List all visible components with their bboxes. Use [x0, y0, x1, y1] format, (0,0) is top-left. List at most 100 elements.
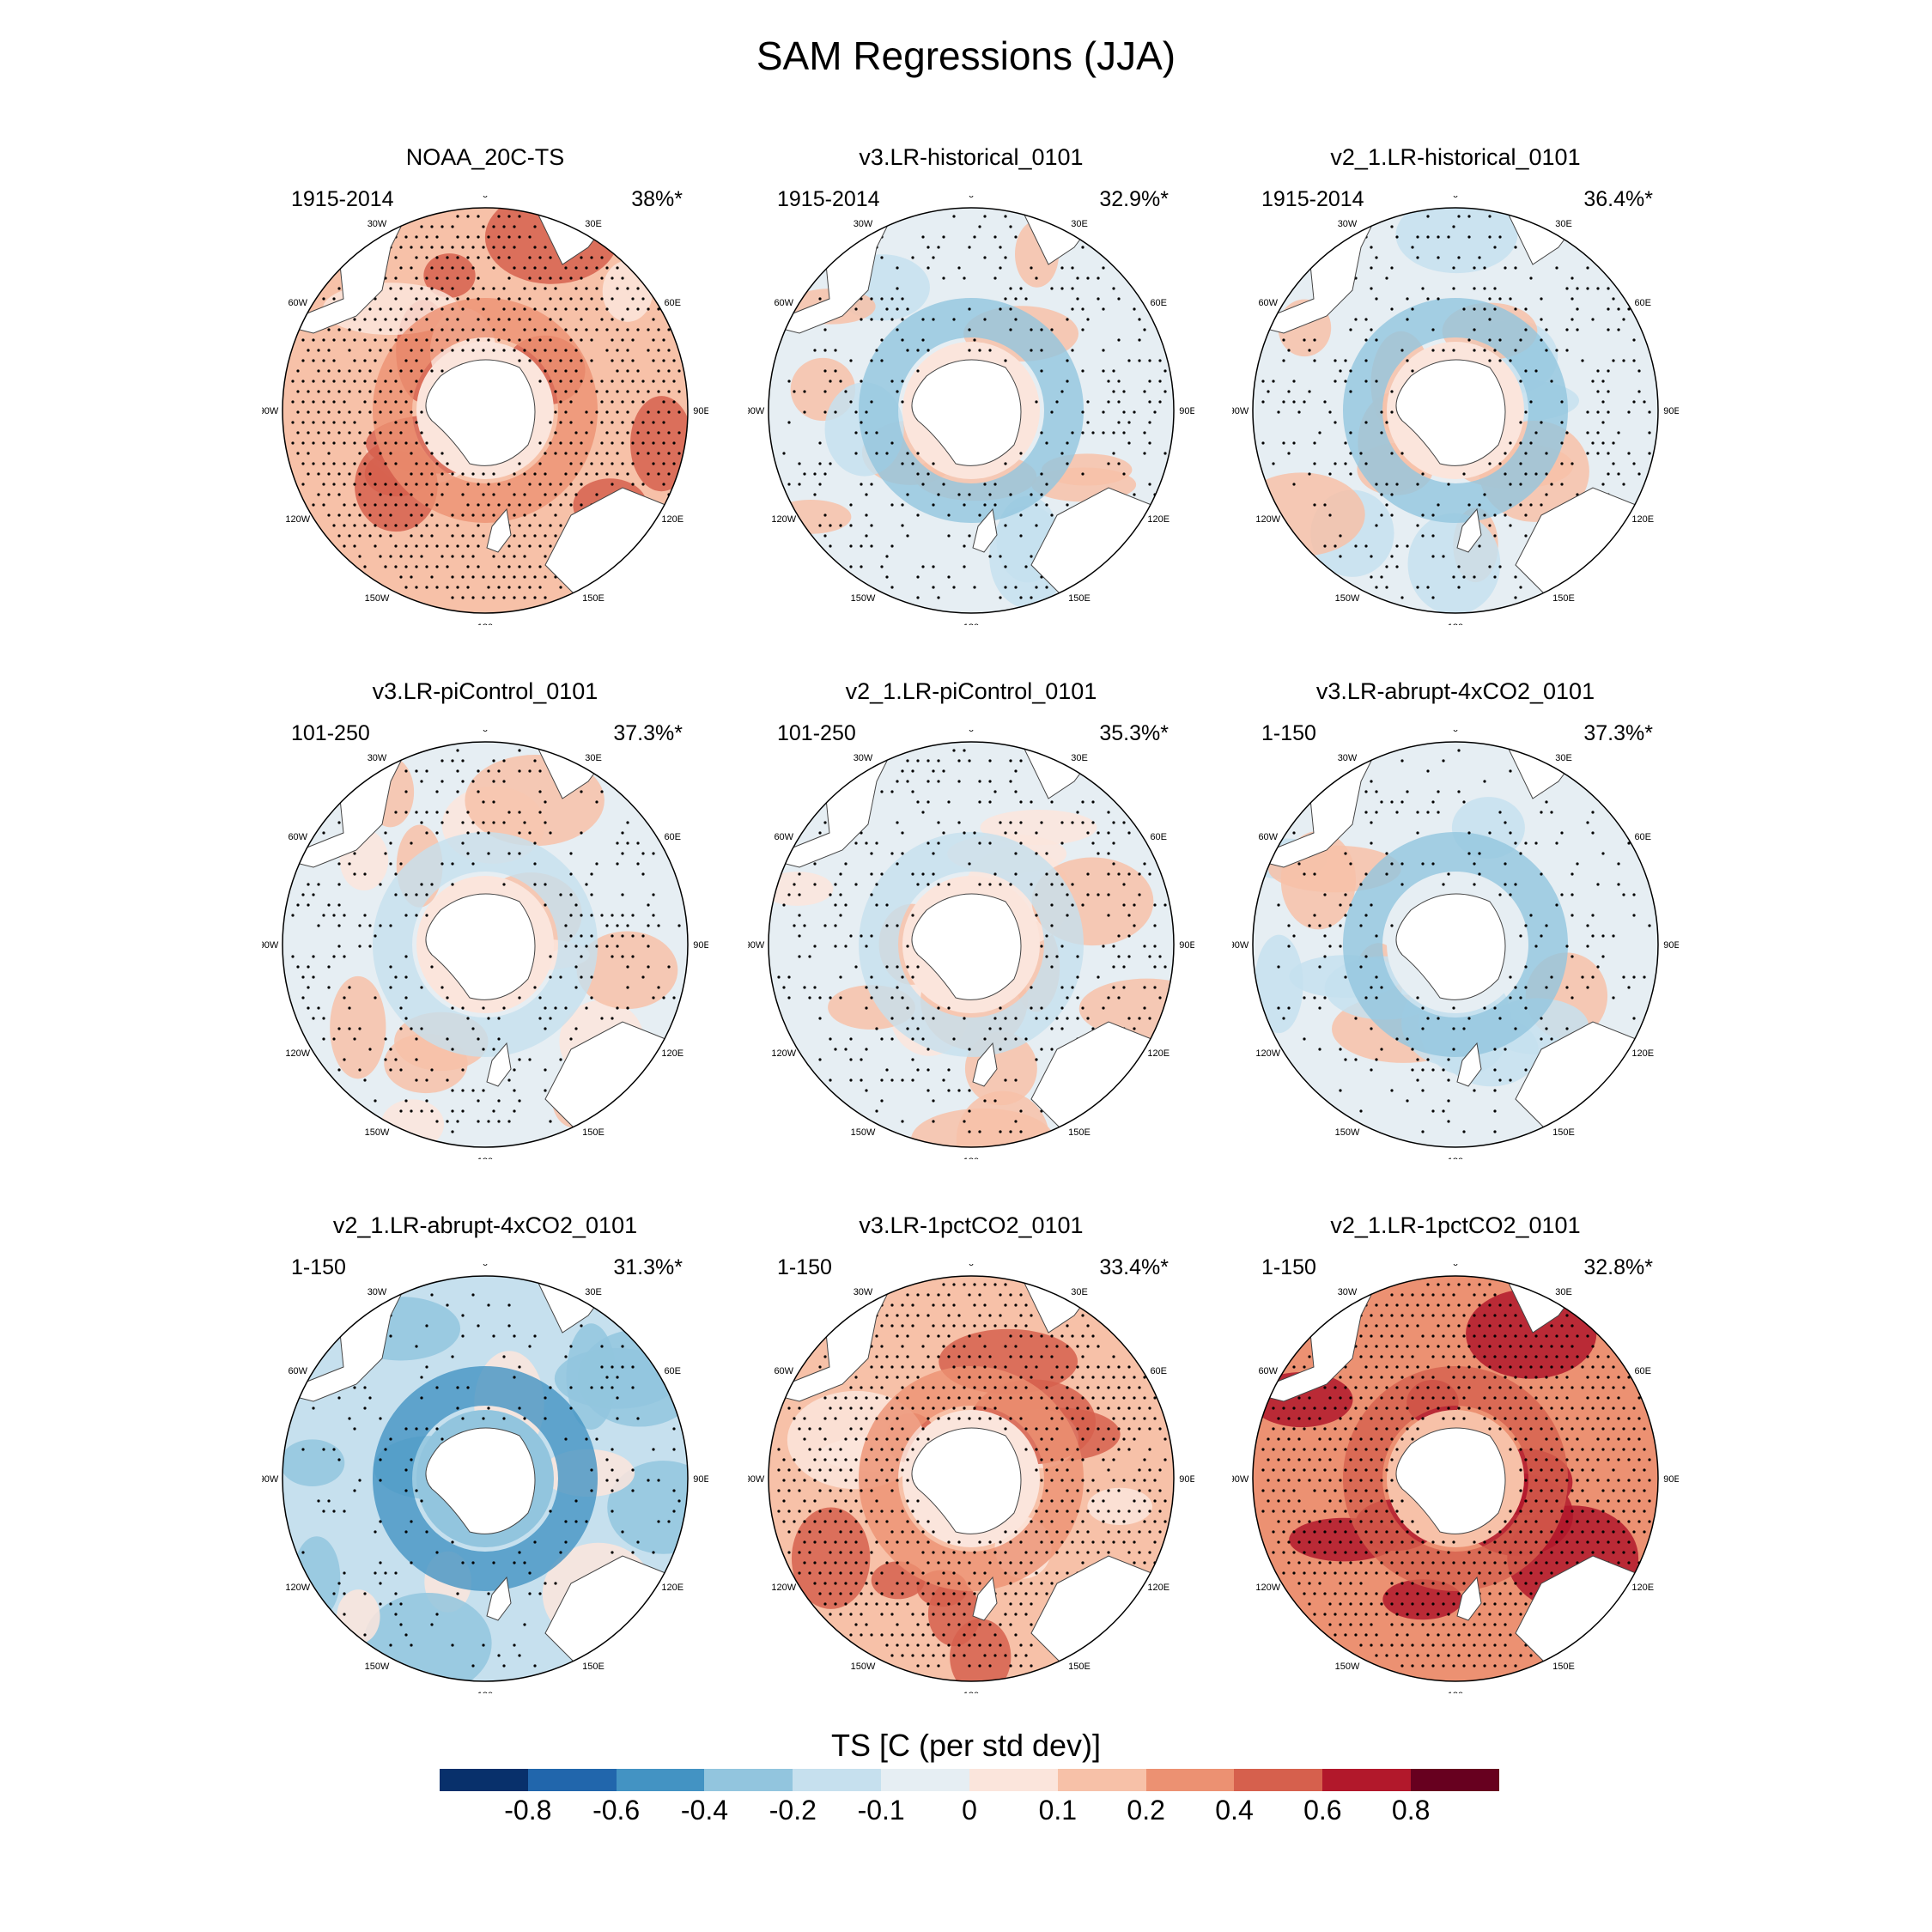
- longitude-label: 30E: [585, 753, 602, 763]
- colorbar-tick-label: 0.6: [1303, 1795, 1342, 1826]
- longitude-label: 180: [1448, 1157, 1463, 1159]
- map-boundary: [1252, 207, 1659, 614]
- map-panel: v3.LR-abrupt-4xCO2_0101 1-150 37.3%* 0 30E 60…: [1232, 678, 1679, 1159]
- longitude-label: 150E: [582, 593, 605, 604]
- colorbar: [440, 1769, 1499, 1791]
- longitude-label: 60W: [1258, 832, 1278, 842]
- longitude-label: 60W: [774, 298, 793, 308]
- longitude-label: 90W: [748, 940, 765, 951]
- longitude-label: 150E: [1552, 1662, 1575, 1672]
- longitude-label: 150W: [851, 1127, 876, 1138]
- map-boundary: [282, 741, 689, 1148]
- colorbar-swatch: [704, 1769, 793, 1791]
- map-boundary: [768, 1275, 1175, 1682]
- longitude-label: 150W: [851, 593, 876, 604]
- longitude-label: 120W: [1255, 514, 1280, 525]
- colorbar-tick-label: -0.6: [592, 1795, 641, 1826]
- colorbar-tick-label: 0.2: [1127, 1795, 1165, 1826]
- field-anomaly: [566, 1323, 617, 1430]
- south-america-landmass: [283, 1280, 409, 1402]
- field-anomaly: [1255, 934, 1303, 1034]
- longitude-label: 30E: [1555, 1287, 1572, 1297]
- longitude-label: 120E: [1147, 1048, 1170, 1059]
- south-america-landmass: [1253, 1280, 1379, 1402]
- longitude-label: 60W: [288, 1366, 307, 1376]
- longitude-label: 150E: [582, 1127, 605, 1138]
- field-ring: [1343, 298, 1568, 523]
- panel-variance-pct: 32.9%*: [1099, 187, 1169, 211]
- longitude-label: 60W: [774, 832, 793, 842]
- longitude-label: 90W: [262, 406, 279, 416]
- panel-period: 1-150: [1261, 1255, 1316, 1279]
- new-zealand-landmass: [1456, 507, 1482, 553]
- colorbar-tick-label: -0.2: [769, 1795, 817, 1826]
- longitude-label: 0: [483, 730, 488, 734]
- field-anomaly: [293, 1536, 341, 1619]
- longitude-label: 90W: [748, 406, 765, 416]
- figure-title: SAM Regressions (JJA): [756, 33, 1176, 78]
- longitude-label: 120W: [285, 1048, 310, 1059]
- new-zealand-landmass: [972, 1576, 998, 1621]
- panel-title: v2_1.LR-1pctCO2_0101: [1330, 1212, 1581, 1238]
- colorbar-tick-label: -0.4: [680, 1795, 729, 1826]
- longitude-label: 150W: [365, 1127, 390, 1138]
- longitude-label: 90E: [1179, 406, 1194, 416]
- longitude-label: 120W: [1255, 1048, 1280, 1059]
- panel-variance-pct: 37.3%*: [613, 721, 683, 745]
- longitude-label: 90E: [693, 1474, 708, 1485]
- antarctica-landmass: [425, 1427, 536, 1534]
- map-panel: v3.LR-1pctCO2_0101 1-150 33.4%* 0 30E 60E 90E 1…: [748, 1212, 1194, 1693]
- south-america-landmass: [769, 746, 895, 868]
- colorbar-swatch: [616, 1769, 705, 1791]
- panel-title: NOAA_20C-TS: [405, 144, 565, 170]
- field-ring: [1343, 1366, 1568, 1591]
- longitude-label: 0: [969, 1264, 974, 1268]
- panel-variance-pct: 35.3%*: [1099, 721, 1169, 745]
- colorbar-swatch: [440, 1769, 528, 1791]
- polar-map: 0 30E 60E 90E 120E 150E 180 150W 120W 90W 60W 30W: [262, 196, 708, 625]
- longitude-label: 30W: [854, 1287, 873, 1297]
- map-panel: v2_1.LR-historical_0101 1915-2014 36.4%* 0 3…: [1232, 144, 1679, 625]
- longitude-label: 120W: [771, 514, 796, 525]
- longitude-label: 0: [483, 1264, 488, 1268]
- longitude-label: 90W: [262, 1474, 279, 1485]
- longitude-label: 180: [963, 1691, 979, 1693]
- longitude-label: 90W: [748, 1474, 765, 1485]
- longitude-label: 0: [483, 196, 488, 200]
- field-anomaly: [576, 931, 678, 1010]
- antarctica-landmass: [1395, 893, 1506, 1000]
- longitude-label: 150E: [1552, 1127, 1575, 1138]
- field-ring: [859, 298, 1084, 523]
- panel-title: v3.LR-piControl_0101: [372, 678, 598, 704]
- longitude-label: 30W: [1338, 1287, 1358, 1297]
- field-ring: [1343, 832, 1568, 1057]
- longitude-label: 90W: [1232, 1474, 1249, 1485]
- longitude-label: 180: [963, 1157, 979, 1159]
- longitude-label: 30W: [854, 219, 873, 229]
- longitude-label: 120E: [661, 1583, 683, 1593]
- longitude-label: 120W: [1255, 1583, 1280, 1593]
- polar-map: 0 30E 60E 90E 120E 150E 180 150W 120W 90W 60W 30W: [748, 730, 1194, 1159]
- field-anomaly: [989, 505, 1067, 609]
- longitude-label: 90E: [693, 406, 708, 416]
- panel-title: v3.LR-abrupt-4xCO2_0101: [1315, 678, 1595, 704]
- longitude-label: 150W: [1335, 1662, 1360, 1672]
- new-zealand-landmass: [972, 507, 998, 553]
- longitude-label: 60W: [288, 832, 307, 842]
- new-zealand-landmass: [1456, 1576, 1482, 1621]
- panel-period: 1915-2014: [291, 187, 394, 211]
- longitude-label: 90W: [1232, 940, 1249, 951]
- field-ring: [859, 1366, 1084, 1591]
- field-anomaly: [330, 975, 386, 1079]
- colorbar-tick-label: 0.1: [1038, 1795, 1078, 1826]
- field-anomaly: [602, 260, 653, 322]
- longitude-label: 30W: [1338, 753, 1358, 763]
- longitude-label: 180: [1448, 1691, 1463, 1693]
- longitude-label: 30W: [1338, 219, 1358, 229]
- longitude-label: 60W: [288, 298, 307, 308]
- south-america-landmass: [1253, 212, 1379, 334]
- longitude-label: 0: [1453, 1264, 1458, 1268]
- longitude-label: 150E: [1068, 593, 1091, 604]
- new-zealand-landmass: [486, 1576, 512, 1621]
